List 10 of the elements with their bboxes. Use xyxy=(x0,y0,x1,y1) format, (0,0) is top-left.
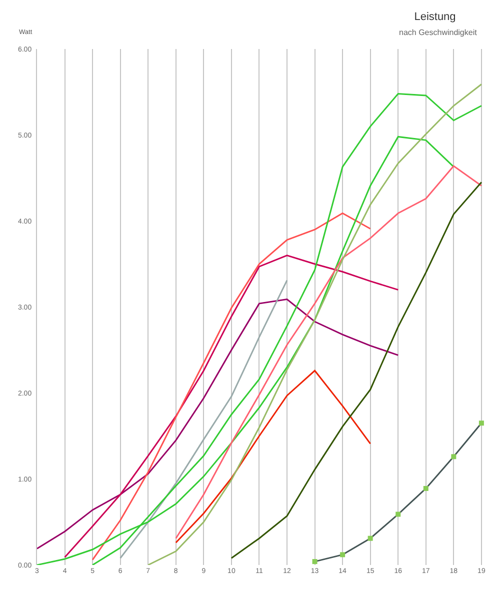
line-series xyxy=(92,212,372,561)
line-series xyxy=(120,280,288,559)
line-series xyxy=(230,182,482,559)
line-series xyxy=(147,84,482,565)
chart-subtitle: nach Geschwindigkeit xyxy=(399,28,478,37)
chart-title: Leistung xyxy=(414,10,456,23)
line-series xyxy=(64,254,399,558)
line-series xyxy=(37,298,399,550)
line-series xyxy=(175,165,482,540)
line-series xyxy=(175,370,372,544)
